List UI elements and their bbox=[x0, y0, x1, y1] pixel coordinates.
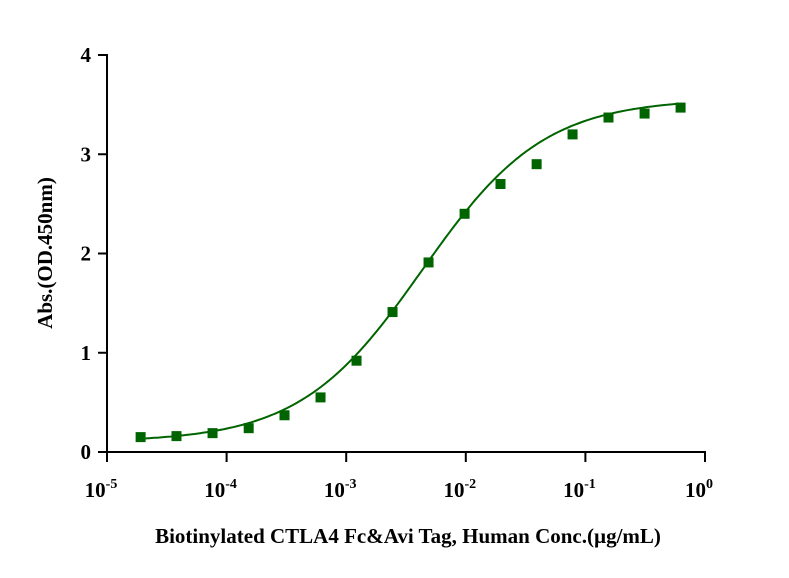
data-point bbox=[135, 432, 146, 443]
y-tick-label: 1 bbox=[81, 341, 92, 365]
data-points bbox=[135, 102, 686, 443]
y-tick-label: 2 bbox=[81, 242, 92, 266]
x-tick-label: 10-4 bbox=[204, 477, 237, 502]
x-tick-exponent: -1 bbox=[584, 477, 596, 492]
data-point bbox=[351, 355, 362, 366]
data-point bbox=[459, 208, 470, 219]
data-point bbox=[423, 257, 434, 268]
data-point bbox=[675, 102, 686, 113]
data-point bbox=[243, 423, 254, 434]
y-tick-label: 3 bbox=[81, 142, 92, 166]
data-point bbox=[531, 159, 542, 170]
x-tick-exponent: -3 bbox=[345, 477, 357, 492]
x-tick-label: 10-1 bbox=[563, 477, 596, 502]
fit-curve bbox=[140, 102, 681, 440]
x-tick-label: 100 bbox=[685, 477, 713, 502]
x-tick-exponent: -5 bbox=[106, 477, 118, 492]
x-tick-exponent: -4 bbox=[225, 477, 237, 492]
x-tick-label: 10-2 bbox=[443, 477, 476, 502]
data-point bbox=[639, 108, 650, 119]
data-point bbox=[207, 428, 218, 439]
x-tick-exponent: 0 bbox=[706, 477, 713, 492]
x-tick-exponent: -2 bbox=[464, 477, 476, 492]
data-point bbox=[567, 129, 578, 140]
data-point bbox=[387, 307, 398, 318]
data-point bbox=[171, 431, 182, 442]
x-tick-label: 10-3 bbox=[324, 477, 357, 502]
data-point bbox=[315, 392, 326, 403]
y-axis-label: Abs.(OD.450nm) bbox=[33, 177, 57, 329]
data-point bbox=[279, 410, 290, 421]
y-tick-label: 0 bbox=[81, 440, 92, 464]
data-point bbox=[495, 179, 506, 190]
data-point bbox=[603, 112, 614, 123]
y-tick-label: 4 bbox=[81, 43, 92, 67]
x-axis-label: Biotinylated CTLA4 Fc&Avi Tag, Human Con… bbox=[155, 524, 661, 548]
x-tick-label: 10-5 bbox=[85, 477, 118, 502]
